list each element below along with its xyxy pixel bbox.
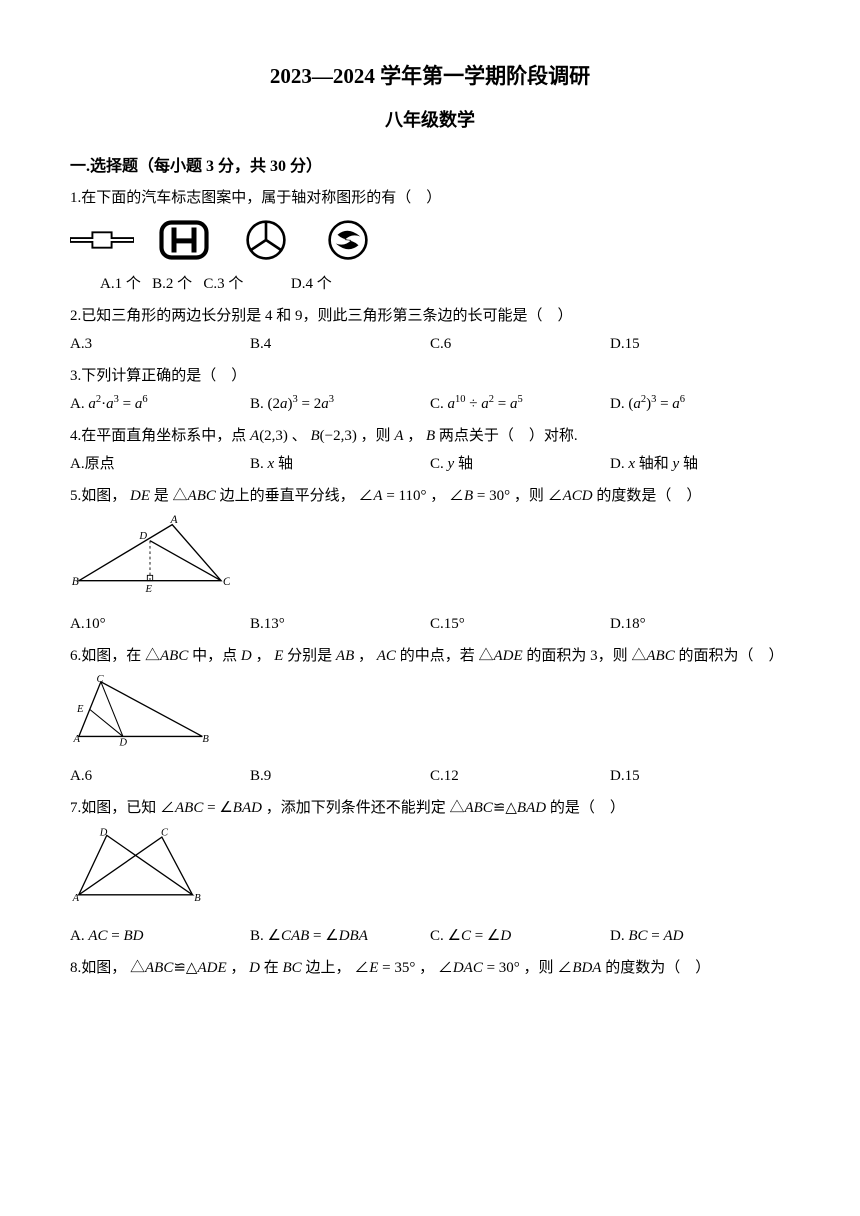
q7-figure: A B C D xyxy=(70,826,790,914)
svg-text:A: A xyxy=(72,893,80,904)
svg-text:C: C xyxy=(161,827,169,838)
q2-optA: A.3 xyxy=(70,332,250,356)
q1-optB: B.2 个 xyxy=(152,276,192,292)
q6-optD: D.15 xyxy=(610,764,790,788)
q3-optB: B. (2a)3 = 2a3 xyxy=(250,392,430,416)
svg-text:C: C xyxy=(223,576,230,588)
logo-chevrolet xyxy=(70,220,134,260)
question-1: 1.在下面的汽车标志图案中，属于轴对称图形的有（ ） A xyxy=(70,186,790,296)
q4-optD: D. x 轴和 y 轴 xyxy=(610,452,790,476)
section-header-1: 一.选择题（每小题 3 分，共 30 分） xyxy=(70,154,790,180)
q3-text: 3.下列计算正确的是（ ） xyxy=(70,364,790,388)
svg-text:A: A xyxy=(169,514,178,526)
question-2: 2.已知三角形的两边长分别是 4 和 9，则此三角形第三条边的长可能是（ ） A… xyxy=(70,304,790,356)
q4-optC: C. y 轴 xyxy=(430,452,610,476)
q7-optA: A. AC = BD xyxy=(70,924,250,948)
q2-text: 2.已知三角形的两边长分别是 4 和 9，则此三角形第三条边的长可能是（ ） xyxy=(70,304,790,328)
logo-mercedes xyxy=(234,220,298,260)
q6-optC: C.12 xyxy=(430,764,610,788)
q4-optA: A.原点 xyxy=(70,452,250,476)
q4-text: 4.在平面直角坐标系中，点 A(2,3) 、 B(−2,3) ，则 A ， B … xyxy=(70,424,790,448)
svg-text:E: E xyxy=(145,584,153,594)
q4-options: A.原点 B. x 轴 C. y 轴 D. x 轴和 y 轴 xyxy=(70,452,790,476)
q7-optB: B. ∠CAB = ∠DBA xyxy=(250,924,430,948)
svg-text:A: A xyxy=(73,734,81,745)
q3-optA: A. a2·a3 = a6 xyxy=(70,392,250,416)
q7-options: A. AC = BD B. ∠CAB = ∠DBA C. ∠C = ∠D D. … xyxy=(70,924,790,948)
q5-options: A.10° B.13° C.15° D.18° xyxy=(70,612,790,636)
q7-text: 7.如图，已知 ∠ABC = ∠BAD ，添加下列条件还不能判定 △ABC≌△B… xyxy=(70,796,790,820)
logo-dongfeng xyxy=(316,220,380,260)
svg-text:C: C xyxy=(96,674,104,685)
question-6: 6.如图，在 △ABC 中，点 D ， E 分别是 AB ， AC 的中点，若 … xyxy=(70,644,790,788)
q1-logos xyxy=(70,220,790,260)
q5-optA: A.10° xyxy=(70,612,250,636)
q2-optC: C.6 xyxy=(430,332,610,356)
q6-text: 6.如图，在 △ABC 中，点 D ， E 分别是 AB ， AC 的中点，若 … xyxy=(70,644,790,668)
svg-text:B: B xyxy=(202,734,209,745)
svg-text:D: D xyxy=(118,737,127,746)
question-8: 8.如图， △ABC≌△ADE ， D 在 BC 边上， ∠E = 35° ， … xyxy=(70,956,790,980)
q5-text: 5.如图， DE 是 △ABC 边上的垂直平分线， ∠A = 110° ， ∠B… xyxy=(70,484,790,508)
title-main: 2023—2024 学年第一学期阶段调研 xyxy=(70,60,790,94)
q6-options: A.6 B.9 C.12 D.15 xyxy=(70,764,790,788)
q8-text: 8.如图， △ABC≌△ADE ， D 在 BC 边上， ∠E = 35° ， … xyxy=(70,956,790,980)
q1-text: 1.在下面的汽车标志图案中，属于轴对称图形的有（ ） xyxy=(70,186,790,210)
q1-optA: A.1 个 xyxy=(100,276,141,292)
q5-optB: B.13° xyxy=(250,612,430,636)
title-sub: 八年级数学 xyxy=(70,106,790,135)
q3-options: A. a2·a3 = a6 B. (2a)3 = 2a3 C. a10 ÷ a2… xyxy=(70,392,790,416)
svg-text:D: D xyxy=(99,827,108,838)
q4-optB: B. x 轴 xyxy=(250,452,430,476)
q6-figure: A B C D E xyxy=(70,674,790,754)
q5-optD: D.18° xyxy=(610,612,790,636)
q5-figure: B C A D E xyxy=(70,514,790,602)
svg-text:D: D xyxy=(138,531,147,542)
question-4: 4.在平面直角坐标系中，点 A(2,3) 、 B(−2,3) ，则 A ， B … xyxy=(70,424,790,476)
q5-optC: C.15° xyxy=(430,612,610,636)
svg-text:E: E xyxy=(76,704,84,715)
logo-honda xyxy=(152,220,216,260)
q3-optD: D. (a2)3 = a6 xyxy=(610,392,790,416)
q7-optC: C. ∠C = ∠D xyxy=(430,924,610,948)
q6-optB: B.9 xyxy=(250,764,430,788)
q7-optD: D. BC = AD xyxy=(610,924,790,948)
q1-options: A.1 个 B.2 个 C.3 个 D.4 个 xyxy=(70,272,790,296)
svg-text:B: B xyxy=(194,893,201,904)
q2-optD: D.15 xyxy=(610,332,790,356)
question-3: 3.下列计算正确的是（ ） A. a2·a3 = a6 B. (2a)3 = 2… xyxy=(70,364,790,416)
q2-options: A.3 B.4 C.6 D.15 xyxy=(70,332,790,356)
question-7: 7.如图，已知 ∠ABC = ∠BAD ，添加下列条件还不能判定 △ABC≌△B… xyxy=(70,796,790,948)
q6-optA: A.6 xyxy=(70,764,250,788)
q1-optC: C.3 个 xyxy=(203,276,243,292)
q2-optB: B.4 xyxy=(250,332,430,356)
svg-text:B: B xyxy=(72,576,79,588)
question-5: 5.如图， DE 是 △ABC 边上的垂直平分线， ∠A = 110° ， ∠B… xyxy=(70,484,790,636)
q3-optC: C. a10 ÷ a2 = a5 xyxy=(430,392,610,416)
q1-optD: D.4 个 xyxy=(291,276,332,292)
